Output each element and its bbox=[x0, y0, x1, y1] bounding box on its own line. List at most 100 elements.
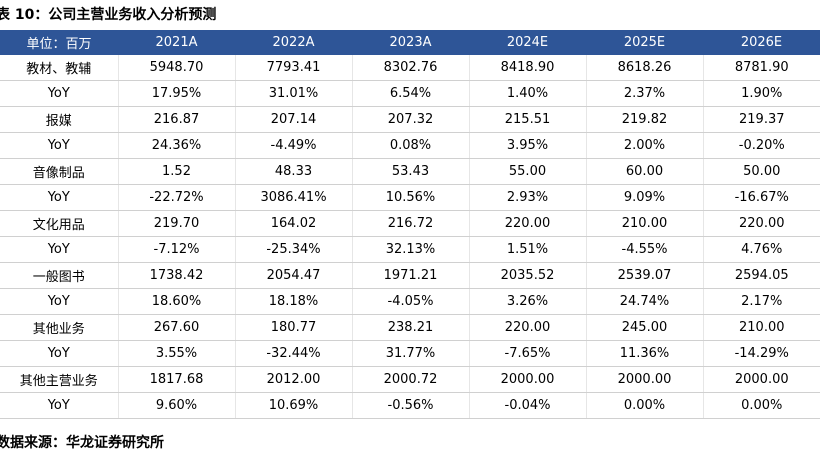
table-cell: 220.00 bbox=[468, 314, 586, 341]
row-label: YoY bbox=[0, 288, 118, 315]
table-row: 音像制品 1.52 48.33 53.43 55.00 60.00 50.00 bbox=[0, 158, 820, 185]
table-cell: 9.60% bbox=[117, 392, 235, 419]
table-cell: -14.29% bbox=[702, 340, 820, 367]
table-row: YoY 3.55% -32.44% 31.77% -7.65% 11.36% -14.29% bbox=[0, 340, 820, 367]
table-cell: 2000.00 bbox=[585, 366, 703, 393]
table-cell: 50.00 bbox=[702, 158, 820, 185]
table-row: YoY -7.12% -25.34% 32.13% 1.51% -4.55% 4.76% bbox=[0, 236, 820, 263]
table-cell: 24.74% bbox=[585, 288, 703, 315]
table-row: 文化用品 219.70 164.02 216.72 220.00 210.00 220.00 bbox=[0, 210, 820, 237]
table-cell: 219.82 bbox=[585, 106, 703, 133]
table-cell: 207.14 bbox=[234, 106, 352, 133]
table-cell: 1817.68 bbox=[117, 366, 235, 393]
table-cell: 55.00 bbox=[468, 158, 586, 185]
row-label: 其他主营业务 bbox=[0, 366, 118, 393]
table-cell: 2.93% bbox=[468, 184, 586, 211]
table-cell: 180.77 bbox=[234, 314, 352, 341]
column-header: 2026E bbox=[703, 30, 820, 55]
table-cell: 31.77% bbox=[351, 340, 469, 367]
table-row: 一般图书 1738.42 2054.47 1971.21 2035.52 2539.07 2… bbox=[0, 262, 820, 289]
table-row: 教材、教辅 5948.70 7793.41 8302.76 8418.90 8618.26… bbox=[0, 55, 820, 81]
table-cell: 267.60 bbox=[117, 314, 235, 341]
data-table: 单位：百万 2021A 2022A 2023A 2024E 2025E 2026E 教材、教… bbox=[0, 30, 820, 419]
table-row: 报媒 216.87 207.14 207.32 215.51 219.82 219.37 bbox=[0, 106, 820, 133]
source-note: 数据来源：华龙证券研究所 bbox=[0, 435, 164, 451]
table-cell: 0.00% bbox=[585, 392, 703, 419]
row-label: YoY bbox=[0, 236, 118, 263]
table-cell: 10.56% bbox=[351, 184, 469, 211]
table-cell: 17.95% bbox=[117, 80, 235, 107]
table-cell: 216.87 bbox=[117, 106, 235, 133]
table-cell: 1.51% bbox=[468, 236, 586, 263]
table-cell: 60.00 bbox=[585, 158, 703, 185]
column-header: 2023A bbox=[352, 30, 469, 55]
table-row: YoY 24.36% -4.49% 0.08% 3.95% 2.00% -0.20% bbox=[0, 132, 820, 159]
table-cell: 32.13% bbox=[351, 236, 469, 263]
table-row: 其他业务 267.60 180.77 238.21 220.00 245.00 210.00 bbox=[0, 314, 820, 341]
row-label: 音像制品 bbox=[0, 158, 118, 185]
row-label: 文化用品 bbox=[0, 210, 118, 237]
row-label: 教材、教辅 bbox=[0, 55, 118, 81]
table-cell: -4.49% bbox=[234, 132, 352, 159]
table-cell: 8618.26 bbox=[585, 55, 703, 81]
table-cell: 210.00 bbox=[585, 210, 703, 237]
table-cell: 0.00% bbox=[702, 392, 820, 419]
table-cell: 18.60% bbox=[117, 288, 235, 315]
table-body: 教材、教辅 5948.70 7793.41 8302.76 8418.90 8618.26… bbox=[0, 55, 820, 419]
column-header: 2024E bbox=[469, 30, 586, 55]
table-cell: 2000.00 bbox=[468, 366, 586, 393]
table-cell: -4.05% bbox=[351, 288, 469, 315]
table-cell: 1.90% bbox=[702, 80, 820, 107]
table-cell: 1738.42 bbox=[117, 262, 235, 289]
table-row: YoY -22.72% 3086.41% 10.56% 2.93% 9.09% -16.67… bbox=[0, 184, 820, 211]
table-cell: 3086.41% bbox=[234, 184, 352, 211]
table-cell: 4.76% bbox=[702, 236, 820, 263]
row-label: YoY bbox=[0, 80, 118, 107]
table-cell: 215.51 bbox=[468, 106, 586, 133]
table-cell: 8418.90 bbox=[468, 55, 586, 81]
row-label: 其他业务 bbox=[0, 314, 118, 341]
table-cell: -22.72% bbox=[117, 184, 235, 211]
table-cell: 8781.90 bbox=[702, 55, 820, 81]
table-cell: 24.36% bbox=[117, 132, 235, 159]
table-cell: 7793.41 bbox=[234, 55, 352, 81]
table-cell: 1.40% bbox=[468, 80, 586, 107]
table-cell: 2000.00 bbox=[702, 366, 820, 393]
table-cell: 10.69% bbox=[234, 392, 352, 419]
table-cell: 2.00% bbox=[585, 132, 703, 159]
row-label: YoY bbox=[0, 392, 118, 419]
table-cell: 238.21 bbox=[351, 314, 469, 341]
table-cell: 245.00 bbox=[585, 314, 703, 341]
table-cell: -32.44% bbox=[234, 340, 352, 367]
column-header: 2021A bbox=[118, 30, 235, 55]
table-cell: -4.55% bbox=[585, 236, 703, 263]
table-cell: 6.54% bbox=[351, 80, 469, 107]
table-cell: 3.55% bbox=[117, 340, 235, 367]
table-cell: -0.56% bbox=[351, 392, 469, 419]
table-cell: 3.26% bbox=[468, 288, 586, 315]
table-row: YoY 17.95% 31.01% 6.54% 1.40% 2.37% 1.90% bbox=[0, 80, 820, 107]
table-row: YoY 9.60% 10.69% -0.56% -0.04% 0.00% 0.00% bbox=[0, 392, 820, 419]
table-cell: 9.09% bbox=[585, 184, 703, 211]
table-cell: 164.02 bbox=[234, 210, 352, 237]
table-cell: 2035.52 bbox=[468, 262, 586, 289]
table-cell: 2054.47 bbox=[234, 262, 352, 289]
table-cell: -0.20% bbox=[702, 132, 820, 159]
table-cell: 2012.00 bbox=[234, 366, 352, 393]
table-cell: 2.17% bbox=[702, 288, 820, 315]
table-cell: 2594.05 bbox=[702, 262, 820, 289]
header-row: 单位：百万 2021A 2022A 2023A 2024E 2025E 2026E bbox=[0, 30, 820, 55]
table-cell: -0.04% bbox=[468, 392, 586, 419]
table-cell: 207.32 bbox=[351, 106, 469, 133]
table-row: 其他主营业务 1817.68 2012.00 2000.72 2000.00 2000.0… bbox=[0, 366, 820, 393]
table-cell: 1971.21 bbox=[351, 262, 469, 289]
table-cell: 0.08% bbox=[351, 132, 469, 159]
table-cell: -25.34% bbox=[234, 236, 352, 263]
column-header: 2025E bbox=[586, 30, 703, 55]
table-cell: -7.65% bbox=[468, 340, 586, 367]
table-cell: 219.70 bbox=[117, 210, 235, 237]
table-cell: 18.18% bbox=[234, 288, 352, 315]
table-cell: 210.00 bbox=[702, 314, 820, 341]
row-label: 报媒 bbox=[0, 106, 118, 133]
